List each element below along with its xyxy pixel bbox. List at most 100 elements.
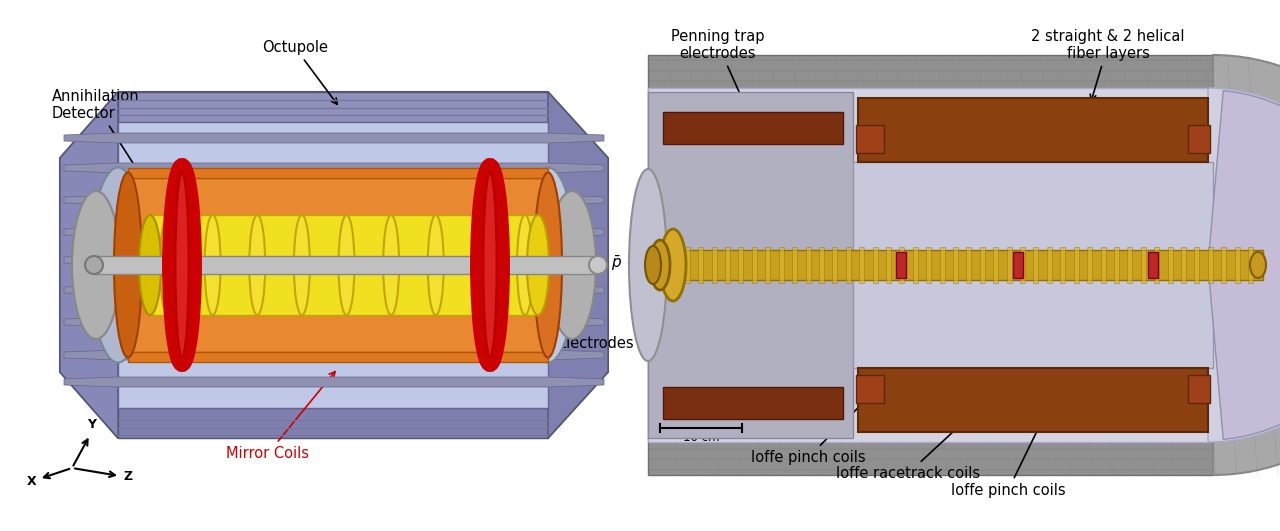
Text: Penning trap
electrodes: Penning trap electrodes bbox=[671, 29, 773, 168]
Ellipse shape bbox=[477, 165, 503, 365]
Ellipse shape bbox=[548, 191, 596, 339]
Polygon shape bbox=[1248, 247, 1253, 283]
Ellipse shape bbox=[175, 173, 189, 357]
Polygon shape bbox=[979, 247, 984, 283]
Text: $\bar{p}$: $\bar{p}$ bbox=[611, 253, 622, 272]
Ellipse shape bbox=[383, 215, 399, 315]
Polygon shape bbox=[805, 247, 810, 283]
Text: Octupole: Octupole bbox=[262, 40, 337, 104]
Wedge shape bbox=[1213, 55, 1280, 475]
Polygon shape bbox=[724, 247, 730, 283]
Polygon shape bbox=[859, 247, 864, 283]
Polygon shape bbox=[648, 55, 1213, 475]
Ellipse shape bbox=[84, 256, 102, 274]
Ellipse shape bbox=[160, 215, 177, 315]
Text: Ioffe pinch coils: Ioffe pinch coils bbox=[951, 392, 1065, 498]
Polygon shape bbox=[900, 247, 905, 283]
Polygon shape bbox=[739, 247, 744, 283]
Polygon shape bbox=[1087, 247, 1092, 283]
Polygon shape bbox=[1167, 247, 1172, 283]
Polygon shape bbox=[64, 285, 604, 295]
Wedge shape bbox=[1208, 88, 1280, 442]
Polygon shape bbox=[1020, 247, 1025, 283]
Polygon shape bbox=[819, 247, 824, 283]
Ellipse shape bbox=[521, 167, 576, 363]
Polygon shape bbox=[1128, 247, 1133, 283]
Text: Ioffe racetrack coils: Ioffe racetrack coils bbox=[836, 421, 980, 481]
Polygon shape bbox=[1194, 247, 1199, 283]
Ellipse shape bbox=[338, 215, 355, 315]
Ellipse shape bbox=[205, 215, 220, 315]
Polygon shape bbox=[858, 368, 1208, 432]
Text: e$^+$: e$^+$ bbox=[1244, 259, 1262, 275]
Polygon shape bbox=[93, 256, 598, 274]
Text: Annihilation
Detector: Annihilation Detector bbox=[52, 89, 142, 178]
Text: Mirror Coils: Mirror Coils bbox=[227, 372, 335, 461]
Polygon shape bbox=[954, 247, 957, 283]
Ellipse shape bbox=[650, 240, 669, 290]
Text: Z: Z bbox=[123, 470, 133, 483]
Ellipse shape bbox=[294, 215, 310, 315]
Polygon shape bbox=[778, 247, 783, 283]
Polygon shape bbox=[672, 247, 676, 283]
Polygon shape bbox=[1221, 247, 1226, 283]
Polygon shape bbox=[873, 247, 878, 283]
Polygon shape bbox=[64, 227, 604, 237]
Polygon shape bbox=[648, 250, 1263, 280]
Polygon shape bbox=[856, 375, 884, 403]
Polygon shape bbox=[60, 92, 608, 438]
Polygon shape bbox=[648, 88, 1208, 442]
Polygon shape bbox=[1006, 247, 1011, 283]
Polygon shape bbox=[792, 247, 797, 283]
Polygon shape bbox=[765, 247, 771, 283]
Text: 2 straight & 2 helical
fiber layers: 2 straight & 2 helical fiber layers bbox=[1032, 29, 1185, 100]
Ellipse shape bbox=[428, 215, 444, 315]
Polygon shape bbox=[1208, 247, 1212, 283]
Ellipse shape bbox=[660, 229, 686, 301]
Polygon shape bbox=[712, 247, 717, 283]
Polygon shape bbox=[64, 317, 604, 327]
Polygon shape bbox=[548, 92, 608, 438]
Polygon shape bbox=[685, 247, 690, 283]
Polygon shape bbox=[128, 178, 548, 352]
Polygon shape bbox=[993, 247, 998, 283]
Wedge shape bbox=[1208, 91, 1280, 439]
Polygon shape bbox=[1181, 247, 1187, 283]
Polygon shape bbox=[648, 92, 852, 438]
Ellipse shape bbox=[589, 256, 607, 274]
Ellipse shape bbox=[645, 246, 660, 284]
Polygon shape bbox=[663, 112, 844, 144]
Polygon shape bbox=[1060, 247, 1065, 283]
Polygon shape bbox=[927, 247, 931, 283]
Polygon shape bbox=[128, 168, 548, 178]
Polygon shape bbox=[1188, 125, 1210, 153]
Polygon shape bbox=[940, 247, 945, 283]
Polygon shape bbox=[1148, 252, 1158, 278]
Polygon shape bbox=[852, 162, 1213, 368]
Polygon shape bbox=[64, 163, 604, 173]
Text: Y: Y bbox=[87, 418, 96, 431]
Polygon shape bbox=[1047, 247, 1052, 283]
Polygon shape bbox=[1101, 247, 1106, 283]
Polygon shape bbox=[64, 133, 604, 143]
Ellipse shape bbox=[517, 215, 532, 315]
Ellipse shape bbox=[91, 167, 146, 363]
Text: X: X bbox=[27, 475, 37, 488]
Polygon shape bbox=[64, 195, 604, 205]
Polygon shape bbox=[1074, 247, 1079, 283]
Ellipse shape bbox=[72, 191, 120, 339]
Polygon shape bbox=[1155, 247, 1160, 283]
Polygon shape bbox=[856, 125, 884, 153]
Polygon shape bbox=[118, 408, 548, 438]
Polygon shape bbox=[150, 215, 538, 315]
Polygon shape bbox=[658, 247, 663, 283]
Polygon shape bbox=[896, 252, 906, 278]
Polygon shape bbox=[751, 247, 756, 283]
Polygon shape bbox=[1140, 247, 1146, 283]
Ellipse shape bbox=[534, 173, 562, 357]
Polygon shape bbox=[846, 247, 851, 283]
Polygon shape bbox=[118, 92, 548, 122]
Polygon shape bbox=[913, 247, 918, 283]
Ellipse shape bbox=[483, 173, 497, 357]
Polygon shape bbox=[128, 352, 548, 362]
